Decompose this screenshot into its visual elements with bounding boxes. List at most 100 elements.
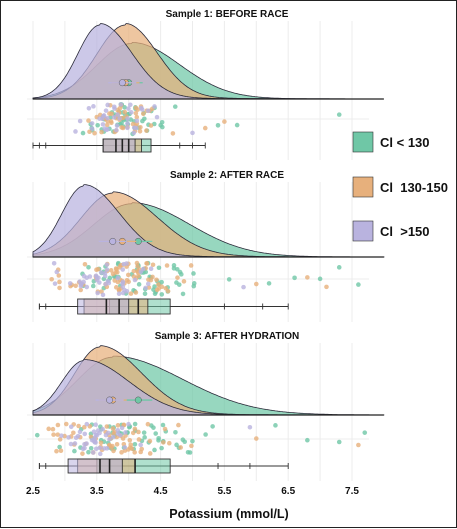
data-point	[57, 437, 63, 442]
panel-2-points	[49, 260, 361, 298]
mean-point-cl-150	[118, 79, 126, 87]
data-point	[305, 275, 310, 280]
data-point	[109, 120, 114, 126]
x-tick-label: 7.5	[345, 486, 359, 497]
data-point	[121, 261, 127, 267]
data-point	[127, 437, 133, 443]
data-point	[120, 436, 126, 441]
data-point	[190, 438, 195, 444]
data-point	[136, 273, 141, 279]
data-point	[133, 110, 139, 116]
data-point	[93, 446, 99, 452]
data-point	[56, 273, 62, 278]
data-point	[132, 426, 138, 432]
data-point	[174, 442, 179, 448]
data-point	[114, 266, 119, 272]
data-point	[336, 112, 342, 117]
data-point	[122, 109, 128, 115]
data-point	[174, 266, 180, 272]
data-point	[75, 433, 81, 439]
data-point	[95, 290, 100, 296]
data-point	[144, 128, 149, 133]
data-point	[63, 421, 69, 427]
data-point	[122, 287, 127, 293]
panel-title: Sample 2: AFTER RACE	[170, 170, 284, 181]
data-point	[317, 276, 323, 282]
data-point	[46, 426, 51, 432]
data-point	[86, 449, 91, 455]
data-point	[126, 106, 131, 111]
panel-title: Sample 3: AFTER HYDRATION	[155, 331, 299, 342]
data-point	[104, 122, 110, 128]
legend-swatch-cl-130-150	[352, 176, 374, 198]
data-point	[171, 263, 177, 268]
data-point	[51, 432, 56, 437]
data-point	[138, 124, 143, 130]
data-point	[125, 116, 130, 121]
data-point	[114, 441, 120, 447]
data-point	[141, 430, 147, 435]
data-point	[139, 105, 144, 111]
data-point	[111, 115, 117, 120]
data-point	[152, 104, 157, 109]
data-point	[91, 104, 96, 109]
data-point	[190, 130, 195, 136]
data-point	[160, 422, 166, 428]
data-point	[129, 446, 135, 452]
data-point	[84, 441, 89, 446]
data-point	[119, 425, 125, 431]
data-point	[132, 421, 138, 427]
data-point	[73, 129, 78, 134]
x-tick-label: 5.5	[217, 486, 231, 497]
data-point	[68, 441, 74, 447]
data-point	[139, 446, 145, 452]
data-point	[80, 130, 86, 136]
data-point	[142, 291, 148, 296]
data-point	[84, 284, 90, 290]
data-point	[156, 282, 161, 287]
data-point	[86, 105, 92, 111]
data-point	[118, 102, 124, 107]
data-point	[99, 129, 104, 135]
x-tick-label: 2.5	[26, 486, 40, 497]
data-point	[115, 112, 120, 117]
data-point	[57, 279, 62, 285]
data-point	[241, 284, 246, 290]
x-axis: 2.5 3.5 4.5 5.5 6.5 7.5 Potassium (mmol/L)	[26, 486, 359, 521]
mean-point-cl-150	[109, 237, 117, 245]
data-point	[145, 281, 151, 287]
data-point	[115, 423, 121, 428]
data-point	[97, 445, 103, 451]
data-point	[152, 291, 158, 297]
data-point	[133, 290, 139, 295]
data-point	[166, 440, 172, 446]
data-point	[147, 451, 153, 456]
data-point	[95, 266, 101, 272]
data-point	[179, 272, 184, 277]
data-point	[104, 446, 110, 451]
data-point	[57, 444, 62, 450]
data-point	[180, 291, 186, 297]
data-point	[336, 265, 342, 270]
data-point	[159, 119, 165, 125]
data-point	[134, 114, 140, 120]
data-point	[135, 107, 141, 112]
data-point	[82, 431, 88, 437]
data-point	[116, 287, 122, 293]
mean-point-cl-130	[134, 396, 142, 404]
data-point	[78, 287, 84, 293]
data-point	[254, 436, 259, 441]
data-point	[98, 440, 104, 446]
data-point	[107, 436, 112, 442]
data-point	[266, 281, 272, 286]
data-point	[111, 431, 116, 436]
data-point	[110, 426, 116, 431]
data-point	[136, 429, 141, 435]
data-point	[79, 281, 84, 286]
data-point	[55, 432, 61, 437]
data-point	[122, 448, 128, 453]
data-point	[109, 111, 114, 117]
data-point	[134, 260, 140, 266]
panel-3-boxes	[38, 458, 289, 474]
